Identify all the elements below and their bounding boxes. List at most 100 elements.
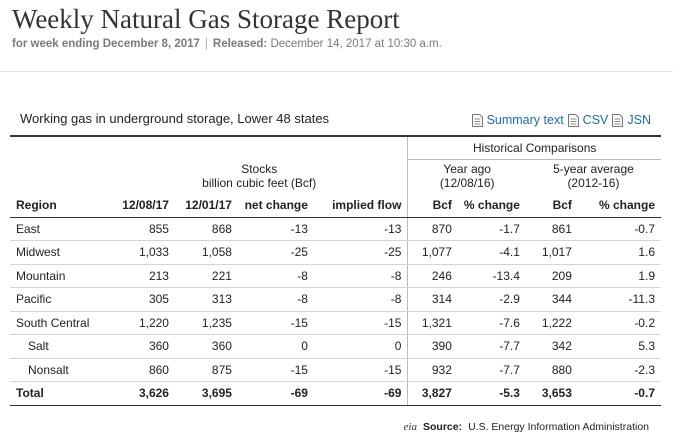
col-header: net change (237, 193, 314, 218)
five-year-header: 5-year average (2012-16) (526, 159, 661, 193)
eia-logo: eia (403, 421, 417, 433)
table-cell: 313 (174, 287, 238, 312)
table-row: Nonsalt 860 875 -15 -15 932 -7.7 880 -2.3 (10, 358, 661, 382)
storage-table: Historical Comparisons Stocks billion cu… (10, 137, 661, 406)
table-cell: -69 (237, 381, 314, 406)
five-year-range: (2012-16) (567, 176, 620, 190)
table-cell: -7.7 (457, 358, 526, 382)
year-ago-label: Year ago (443, 162, 491, 176)
table-cell: 860 (110, 358, 175, 382)
page-title: Weekly Natural Gas Storage Report (12, 4, 400, 34)
table-cell: 0 (237, 334, 314, 359)
table-cell: 5.3 (577, 334, 661, 359)
json-link[interactable]: JSN (612, 113, 651, 127)
table-cell: South Central (10, 311, 111, 335)
table-cell: 1,017 (525, 240, 578, 265)
col-header: Bcf (525, 193, 578, 218)
table-cell: Nonsalt (10, 358, 111, 382)
table-cell: 868 (174, 217, 238, 241)
table-row: Midwest 1,033 1,058 -25 -25 1,077 -4.1 1,017 1.6 (10, 240, 661, 265)
table-cell: -8 (237, 264, 314, 288)
table-cell: -15 (313, 358, 408, 382)
table-cell: 390 (407, 334, 458, 359)
document-icon (612, 113, 624, 127)
table-row: Salt 360 360 0 0 390 -7.7 342 5.3 (10, 334, 661, 359)
table-cell: 1.9 (577, 264, 661, 288)
table-cell: 870 (407, 217, 458, 241)
table-row: South Central 1,220 1,235 -15 -15 1,321 -7.6 1,… (10, 311, 661, 335)
document-icon (471, 113, 483, 127)
stocks-label: Stocks (241, 162, 278, 176)
table-cell: Total (10, 381, 111, 406)
table-cell: -13.4 (457, 264, 526, 288)
released-label: Released: (212, 38, 268, 50)
stocks-header: Stocks billion cubic feet (Bcf) (111, 159, 408, 193)
table-cell: -2.9 (457, 287, 526, 312)
table-cell: -15 (237, 311, 314, 335)
table-cell: -15 (313, 311, 408, 335)
table-cell: 875 (174, 358, 238, 382)
year-ago-date: (12/08/16) (439, 176, 495, 190)
table-cell: 1,058 (174, 240, 238, 265)
year-ago-header: Year ago (12/08/16) (407, 159, 526, 193)
table-cell: -25 (313, 240, 408, 265)
download-links: Summary text CSV JSN (468, 113, 651, 127)
table-cell: 1,220 (110, 311, 175, 335)
table-cell: Salt (10, 334, 111, 359)
table-cell: -8 (313, 264, 408, 288)
table-cell: -69 (313, 381, 408, 406)
table-cell: 880 (525, 358, 578, 382)
table-cell: -13 (237, 217, 314, 241)
table-cell: 305 (110, 287, 175, 312)
source-value: U.S. Energy Information Administration (468, 421, 649, 433)
col-header: % change (457, 193, 526, 218)
five-year-label: 5-year average (553, 162, 634, 176)
table-row: Mountain 213 221 -8 -8 246 -13.4 209 1.9 (10, 264, 661, 288)
table-cell: -5.3 (457, 381, 526, 406)
subline-separator: | (204, 38, 208, 50)
table-cell: -25 (237, 240, 314, 265)
historical-comparisons-header: Historical Comparisons (407, 137, 661, 160)
table-cell: 855 (110, 217, 175, 241)
table-cell: 360 (110, 334, 175, 359)
document-icon (567, 113, 579, 127)
table-cell: 1,222 (525, 311, 578, 335)
table-cell: 213 (110, 264, 175, 288)
table-cell: 3,626 (110, 381, 175, 406)
col-header: 12/01/17 (174, 193, 238, 218)
table-cell: 3,653 (525, 381, 578, 406)
table-cell: -2.3 (577, 358, 661, 382)
col-header: % change (577, 193, 661, 218)
table-cell: 0 (313, 334, 408, 359)
table-cell: 1,033 (110, 240, 175, 265)
col-header: Bcf (407, 193, 458, 218)
table-cell: -7.7 (457, 334, 526, 359)
table-cell: -15 (237, 358, 314, 382)
table-cell: -0.7 (577, 217, 661, 241)
table-cell: 1.6 (577, 240, 661, 265)
col-header: Region (10, 193, 111, 218)
table-cell: -8 (313, 287, 408, 312)
total-row: Total 3,626 3,695 -69 -69 3,827 -5.3 3,6… (10, 381, 661, 406)
table-cell: Pacific (10, 287, 111, 312)
table-cell: 1,321 (407, 311, 458, 335)
table-cell: 342 (525, 334, 578, 359)
panel-title: Working gas in underground storage, Lowe… (20, 111, 330, 126)
summary-text-link[interactable]: Summary text (471, 113, 564, 127)
table-cell: -8 (237, 287, 314, 312)
csv-link[interactable]: CSV (567, 113, 609, 127)
header-divider (0, 71, 673, 72)
released-value: December 14, 2017 at 10:30 a.m. (270, 38, 442, 50)
source-note: eia Source: U.S. Energy Information Admi… (404, 421, 649, 433)
csv-link-label: CSV (582, 113, 609, 127)
table-cell: Mountain (10, 264, 111, 288)
table-cell: 360 (174, 334, 238, 359)
table-row: East 855 868 -13 -13 870 -1.7 861 -0.7 (10, 217, 661, 241)
table-cell: East (10, 217, 111, 241)
table-cell: -13 (313, 217, 408, 241)
table-cell: 209 (525, 264, 578, 288)
table-cell: -7.6 (457, 311, 526, 335)
table-cell: 1,235 (174, 311, 238, 335)
table-row: Pacific 305 313 -8 -8 314 -2.9 344 -11.3 (10, 287, 661, 312)
table-cell: -0.2 (577, 311, 661, 335)
